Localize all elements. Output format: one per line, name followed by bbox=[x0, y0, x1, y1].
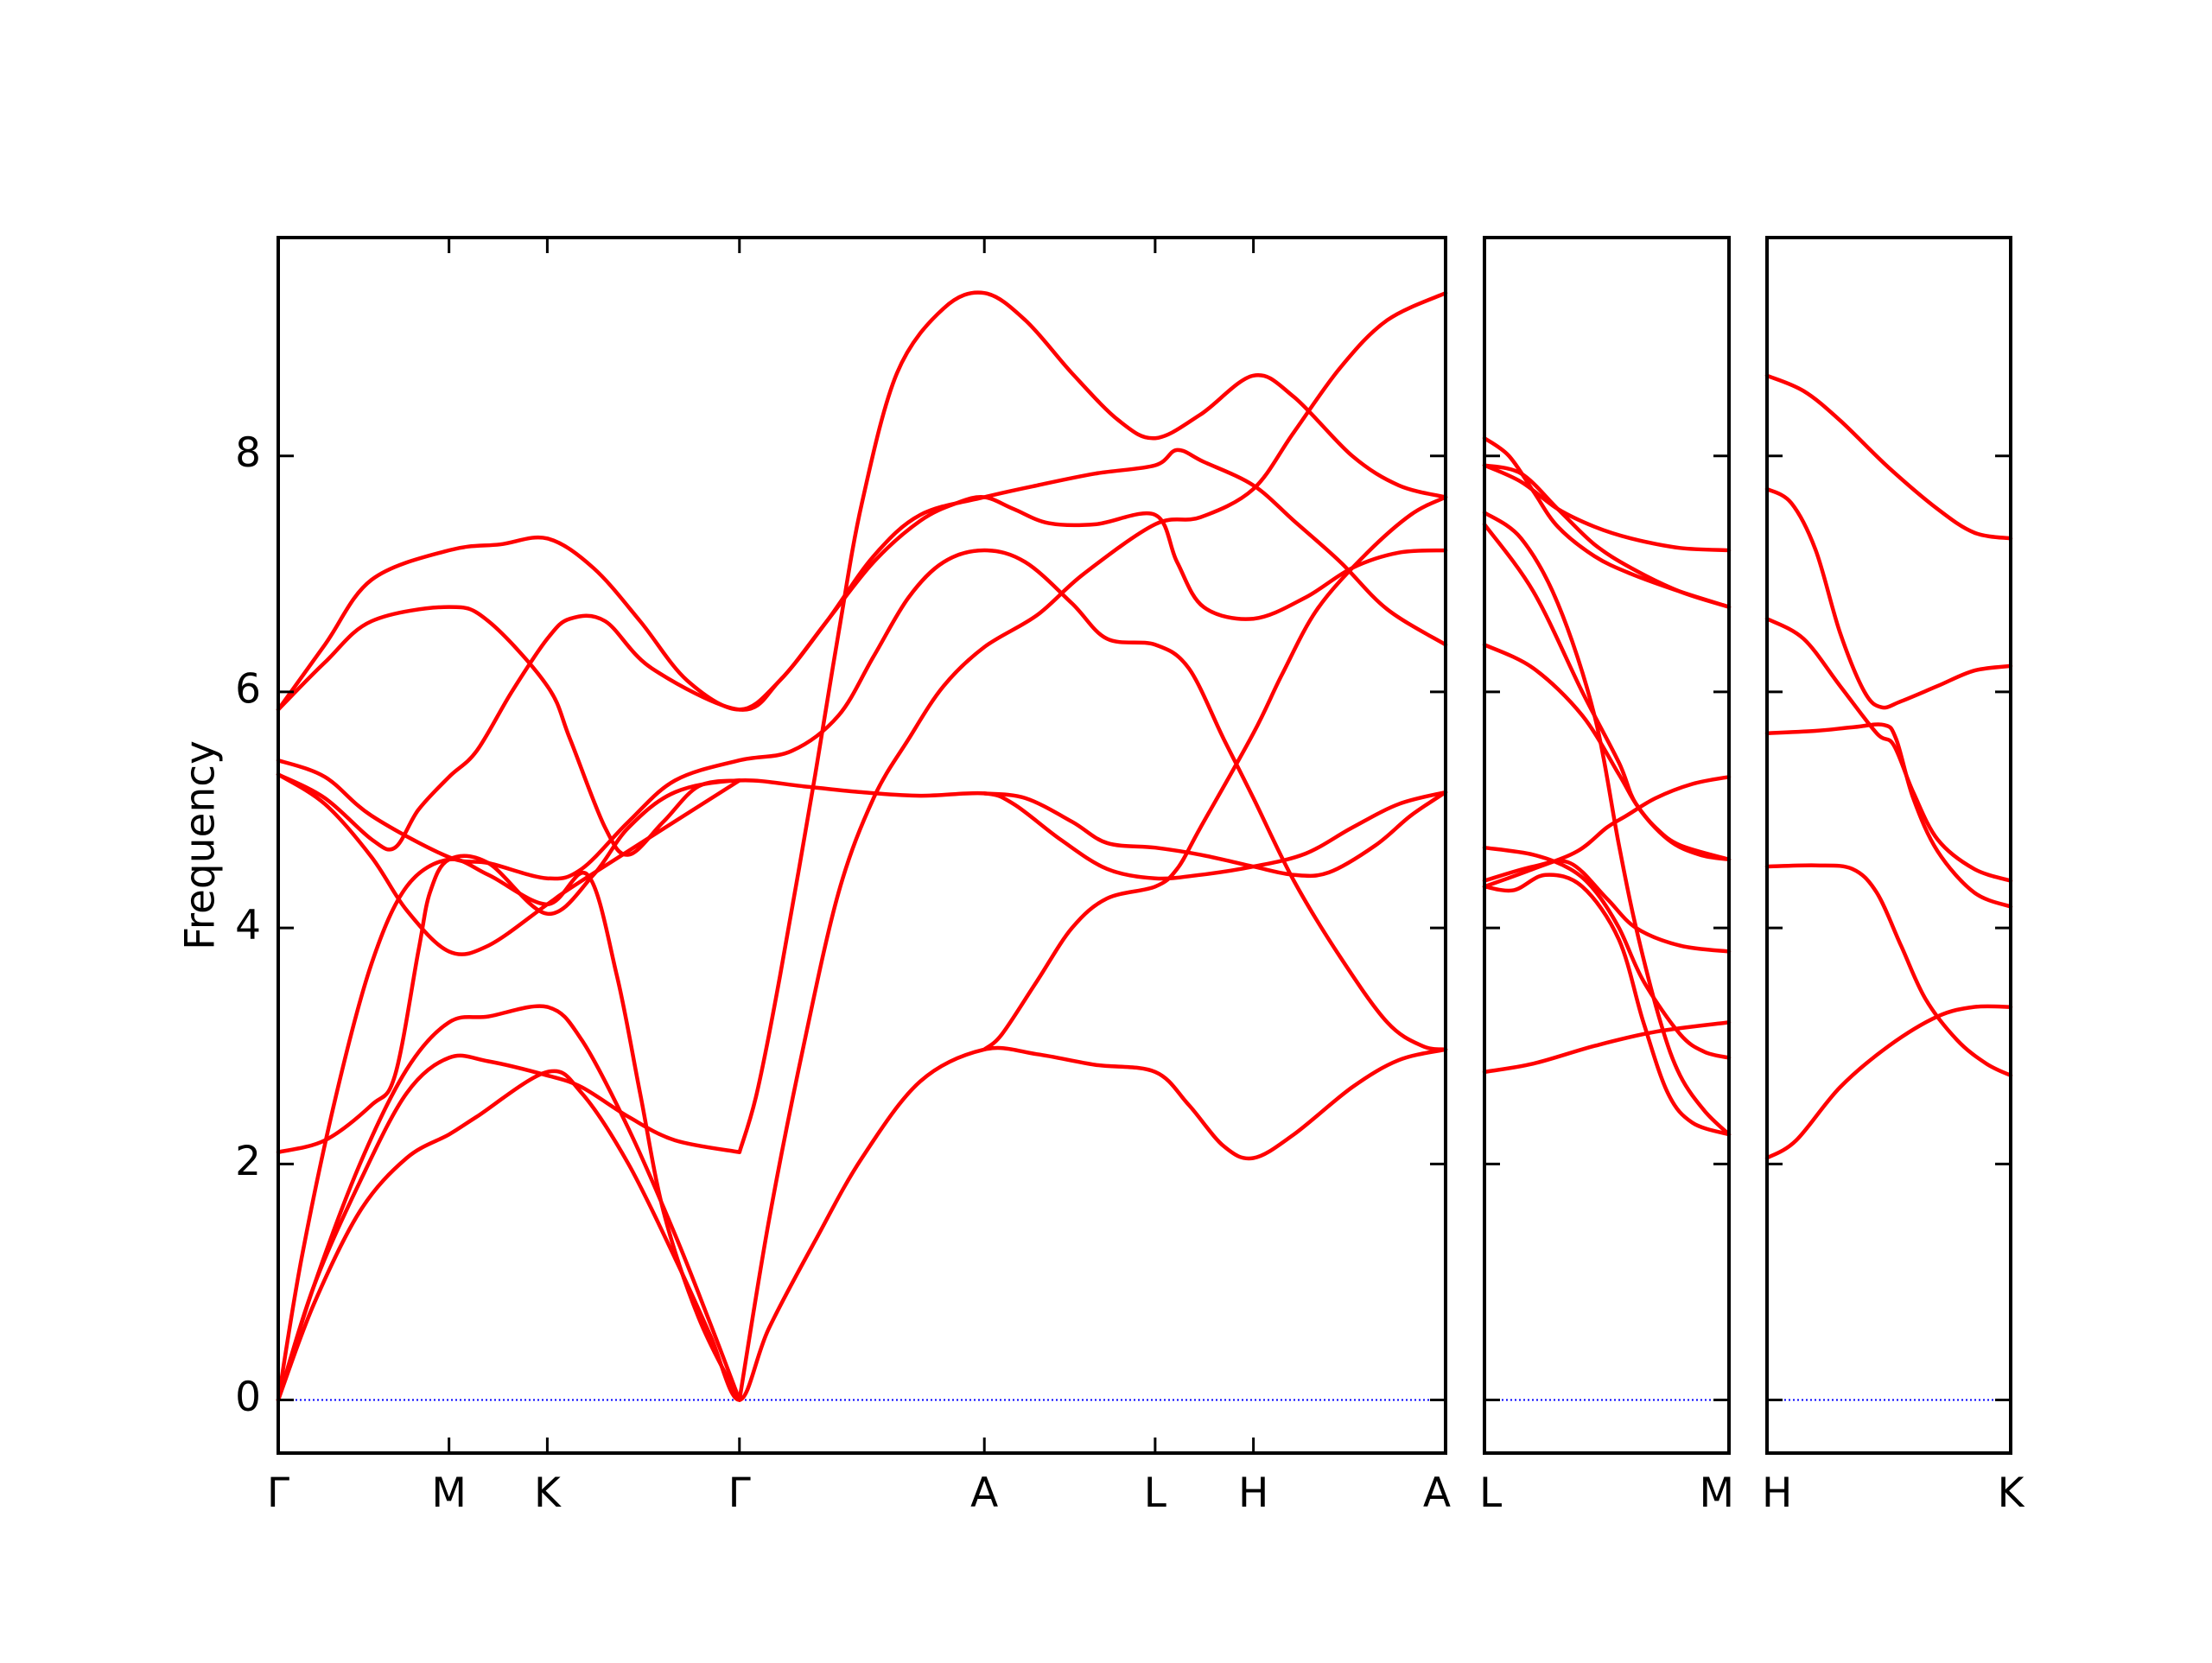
band-line-1 bbox=[1764, 1004, 2013, 1160]
panel-frame bbox=[276, 236, 1447, 1455]
y-tick-label: 6 bbox=[235, 665, 261, 713]
band-line-13 bbox=[982, 495, 1448, 1052]
band-line-3 bbox=[1764, 722, 2013, 909]
band-line-12 bbox=[737, 290, 1448, 1402]
band-line-14 bbox=[982, 790, 1448, 879]
band-line-6 bbox=[276, 778, 1448, 1154]
band-line-11 bbox=[1482, 463, 1732, 553]
band-line-10 bbox=[1482, 435, 1732, 609]
band-line-4 bbox=[1482, 845, 1732, 1060]
band-line-8 bbox=[1482, 511, 1732, 1137]
panel-1: 0 2 4 6 8 Γ M K Γ A L H A bbox=[235, 236, 1451, 1517]
band-line-5 bbox=[276, 857, 742, 1402]
x-tick-label: Γ bbox=[267, 1469, 289, 1517]
band-line-5 bbox=[1764, 486, 2013, 710]
x-tick-label: A bbox=[1423, 1469, 1451, 1517]
band-line-7 bbox=[1482, 522, 1732, 862]
band-line-4 bbox=[1764, 616, 2013, 883]
band-line-4 bbox=[276, 1004, 742, 1402]
band-line-2 bbox=[1482, 873, 1732, 1137]
band-line-10 bbox=[276, 605, 742, 857]
band-line-6 bbox=[1764, 373, 2013, 541]
x-tick-label: H bbox=[1762, 1469, 1792, 1517]
panel-frame bbox=[1765, 236, 2012, 1455]
x-tick-label: M bbox=[431, 1469, 467, 1517]
x-tick-label: K bbox=[1998, 1469, 2025, 1517]
y-axis-label: Frequency bbox=[177, 740, 225, 950]
band-line-8 bbox=[276, 772, 742, 956]
x-tick-label: K bbox=[534, 1469, 562, 1517]
x-tick-label: Γ bbox=[728, 1469, 751, 1517]
band-line-1 bbox=[1482, 1020, 1732, 1075]
x-tick-label: L bbox=[1479, 1469, 1502, 1517]
y-tick-label: 0 bbox=[235, 1374, 261, 1421]
band-line-9 bbox=[276, 548, 1448, 1052]
band-line-1 bbox=[276, 1045, 1448, 1402]
panel-frame bbox=[1483, 236, 1731, 1455]
x-tick-label: M bbox=[1699, 1469, 1734, 1517]
y-tick-label: 4 bbox=[235, 902, 261, 949]
x-tick-label: A bbox=[970, 1469, 998, 1517]
y-tick-label: 8 bbox=[235, 429, 261, 477]
band-line-2 bbox=[1764, 863, 2013, 1078]
band-line-3 bbox=[1482, 859, 1732, 954]
band-line-11 bbox=[276, 447, 1448, 712]
y-tick-label: 2 bbox=[235, 1138, 261, 1185]
x-tick-label: L bbox=[1144, 1469, 1166, 1517]
band-line-3 bbox=[737, 290, 1448, 1154]
x-tick-label: H bbox=[1238, 1469, 1268, 1517]
